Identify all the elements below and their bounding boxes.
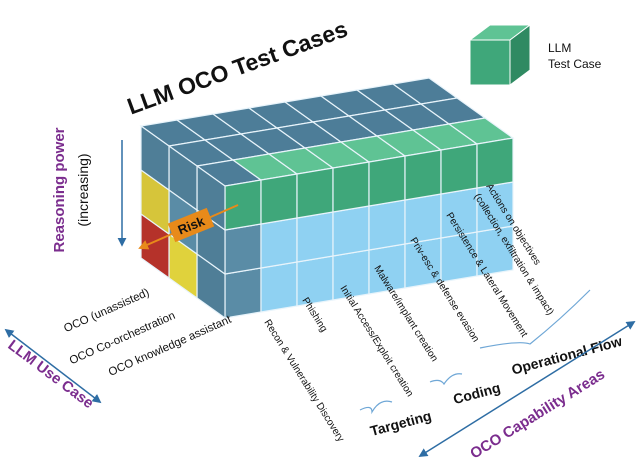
cube-front-face: [260, 261, 298, 313]
use-case-axis-label: LLM Use Case: [5, 337, 97, 412]
cube-front-face: [260, 173, 298, 225]
cube-front-face: [224, 179, 262, 231]
cube-front-face: [476, 137, 514, 189]
group-label: Targeting: [368, 407, 433, 439]
legend-cube-side: [509, 24, 531, 86]
capability-label: Recon & Vulnerability Discovery: [261, 318, 346, 444]
cube-front-face: [296, 255, 334, 307]
reasoning-sublabel: (increasing): [75, 153, 91, 226]
cube-front-face: [368, 199, 406, 251]
cube-front-face: [440, 143, 478, 195]
cube-block: [139, 77, 515, 320]
cube-front-face: [296, 211, 334, 263]
cube-front-face: [296, 167, 334, 219]
cube-front-face: [368, 155, 406, 207]
capability-axis-arrow: [418, 321, 636, 457]
cube-front-face: [224, 223, 262, 275]
risk-box: [167, 207, 215, 243]
brace: [429, 373, 463, 386]
use-case-axis-arrow: [4, 328, 102, 404]
legend-cube-front: [469, 39, 511, 86]
legend-label: Test Case: [548, 57, 602, 71]
cube-side-face: [140, 124, 170, 192]
brace: [359, 400, 393, 415]
legend-label: LLM: [548, 41, 571, 55]
reasoning-label: Reasoning power: [51, 127, 68, 252]
cube-front-face: [404, 149, 442, 201]
cube-front-face: [224, 267, 262, 319]
cube-front-face: [332, 161, 370, 213]
cube-front-face: [404, 193, 442, 245]
cube-front-face: [260, 217, 298, 269]
legend: LLM Test Case: [468, 24, 602, 86]
group-label: Coding: [451, 379, 502, 407]
cube-front-face: [332, 205, 370, 257]
